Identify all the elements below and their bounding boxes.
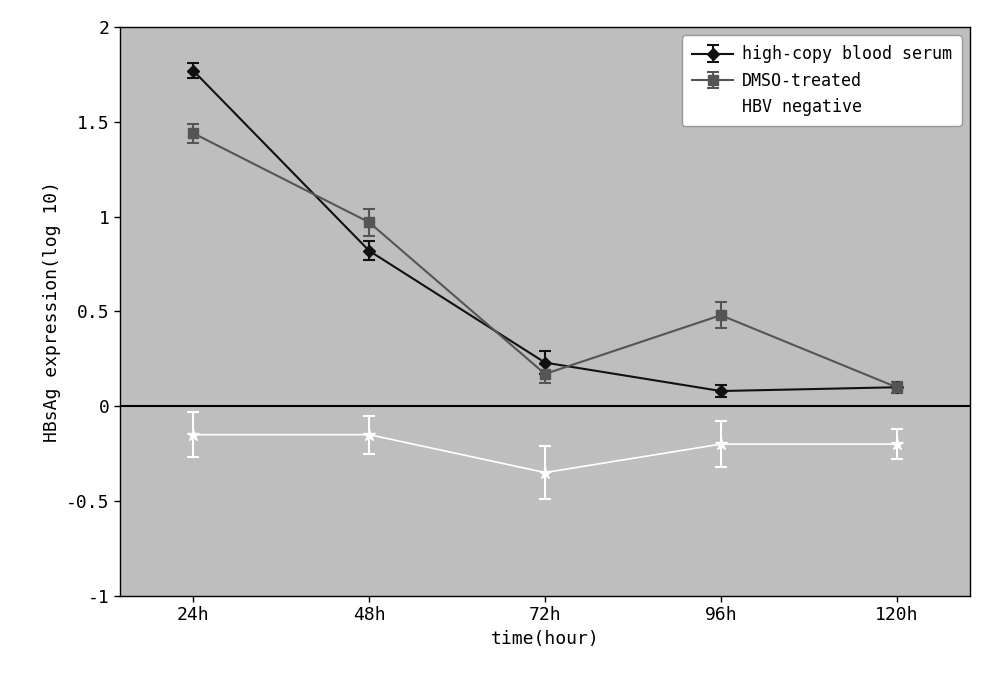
Legend: high-copy blood serum, DMSO-treated, HBV negative: high-copy blood serum, DMSO-treated, HBV… <box>682 35 962 126</box>
X-axis label: time(hour): time(hour) <box>491 630 599 648</box>
Y-axis label: HBsAg expression(log 10): HBsAg expression(log 10) <box>43 181 61 442</box>
